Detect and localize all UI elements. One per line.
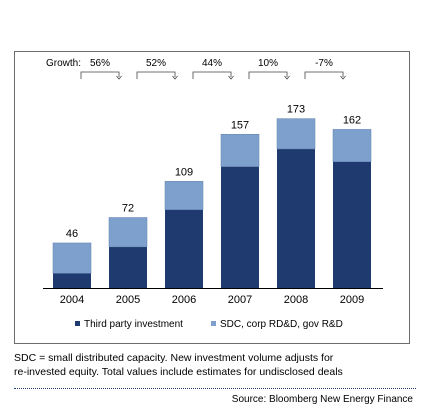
bar-2006-series-1 [165,209,203,288]
x-tick-label-2008: 2008 [284,294,308,306]
footnote: SDC = small distributed capacity. New in… [14,351,414,379]
chart-frame: 46 2004 72 2005 109 2006 157 2007 173 2008 162 2009… [14,51,410,344]
x-tick-label-2004: 2004 [60,294,84,306]
total-label-2007: 157 [231,119,249,131]
bar-2009-series-1 [333,161,371,288]
x-tick-label-2006: 2006 [172,294,196,306]
legend-swatch-2 [211,321,216,326]
growth-arrow-3 [284,75,290,80]
legend-label-1: Third party investment [84,319,183,330]
bar-2006-series-2 [164,181,204,210]
growth-value-1: 52% [146,58,166,69]
bar-2005-series-1 [109,246,147,288]
total-label-2008: 173 [287,104,305,116]
growth-value-0: 56% [90,58,110,69]
bar-2007-series-1 [221,166,259,288]
total-label-2005: 72 [122,203,134,215]
total-label-2009: 162 [343,114,361,126]
growth-arrow-4 [340,75,346,80]
total-label-2006: 109 [175,166,193,178]
x-tick-label-2007: 2007 [228,294,252,306]
x-tick-label-2009: 2009 [340,294,364,306]
growth-value-4: -7% [315,58,333,69]
bar-2005-series-2 [108,217,148,248]
legend-label-2: SDC, corp RD&D, gov R&D [220,319,343,330]
bar-2007-series-2 [220,134,260,167]
growth-bracket-4 [304,71,344,79]
growth-arrow-2 [228,75,234,80]
growth-arrow-0 [116,75,122,80]
bar-2009-series-2 [332,129,372,162]
footnote-line-1: SDC = small distributed capacity. New in… [14,352,334,364]
legend-swatch-1 [75,321,80,326]
divider [14,388,416,389]
chart-svg: 46 2004 72 2005 109 2006 157 2007 173 2008 162 2009… [43,58,383,330]
growth-bracket-3 [248,71,288,79]
growth-label: Growth: [46,58,81,69]
bar-2008-series-2 [276,118,316,150]
growth-bracket-0 [80,71,120,79]
growth-bracket-1 [136,71,176,79]
growth-bracket-2 [192,71,232,79]
growth-value-3: 10% [258,58,278,69]
bar-2008-series-1 [277,148,315,288]
growth-arrow-1 [172,75,178,80]
source-text: Source: Bloomberg New Energy Finance [231,394,413,405]
footnote-line-2: re-invested equity. Total values include… [14,366,343,378]
growth-value-2: 44% [202,58,222,69]
bar-2004-series-2 [52,242,92,274]
bar-2004-series-1 [53,273,91,288]
total-label-2004: 46 [66,228,78,240]
x-tick-label-2005: 2005 [116,294,140,306]
